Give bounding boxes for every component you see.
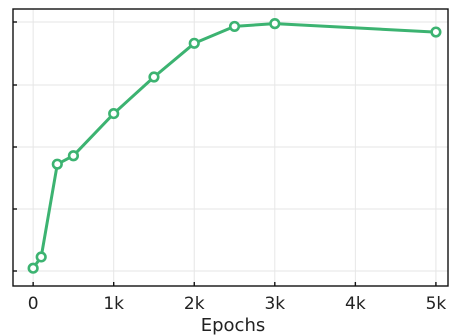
x-axis-title: Epochs [201,315,266,336]
x-axis-ticks: 0 1k 2k 3k 4k 5k [28,282,447,314]
y-axis-ticks [13,21,17,272]
data-point [35,251,47,263]
x-tick-label: 4k [345,294,366,314]
data-point [67,150,80,162]
x-tick-label: 0 [28,294,39,314]
data-point [51,158,63,170]
x-tick-label: 3k [264,294,285,314]
x-tick-label: 1k [103,294,124,314]
series-group [27,18,442,274]
data-point [228,20,241,33]
series-line [31,22,438,270]
data-point [148,71,160,83]
data-point [430,26,442,38]
x-tick-label: 2k [184,294,205,314]
data-point [269,18,281,30]
data-point [108,107,120,120]
data-point [27,262,39,274]
data-point [188,37,200,49]
grid-lines [13,9,448,286]
x-tick-label: 5k [426,294,447,314]
